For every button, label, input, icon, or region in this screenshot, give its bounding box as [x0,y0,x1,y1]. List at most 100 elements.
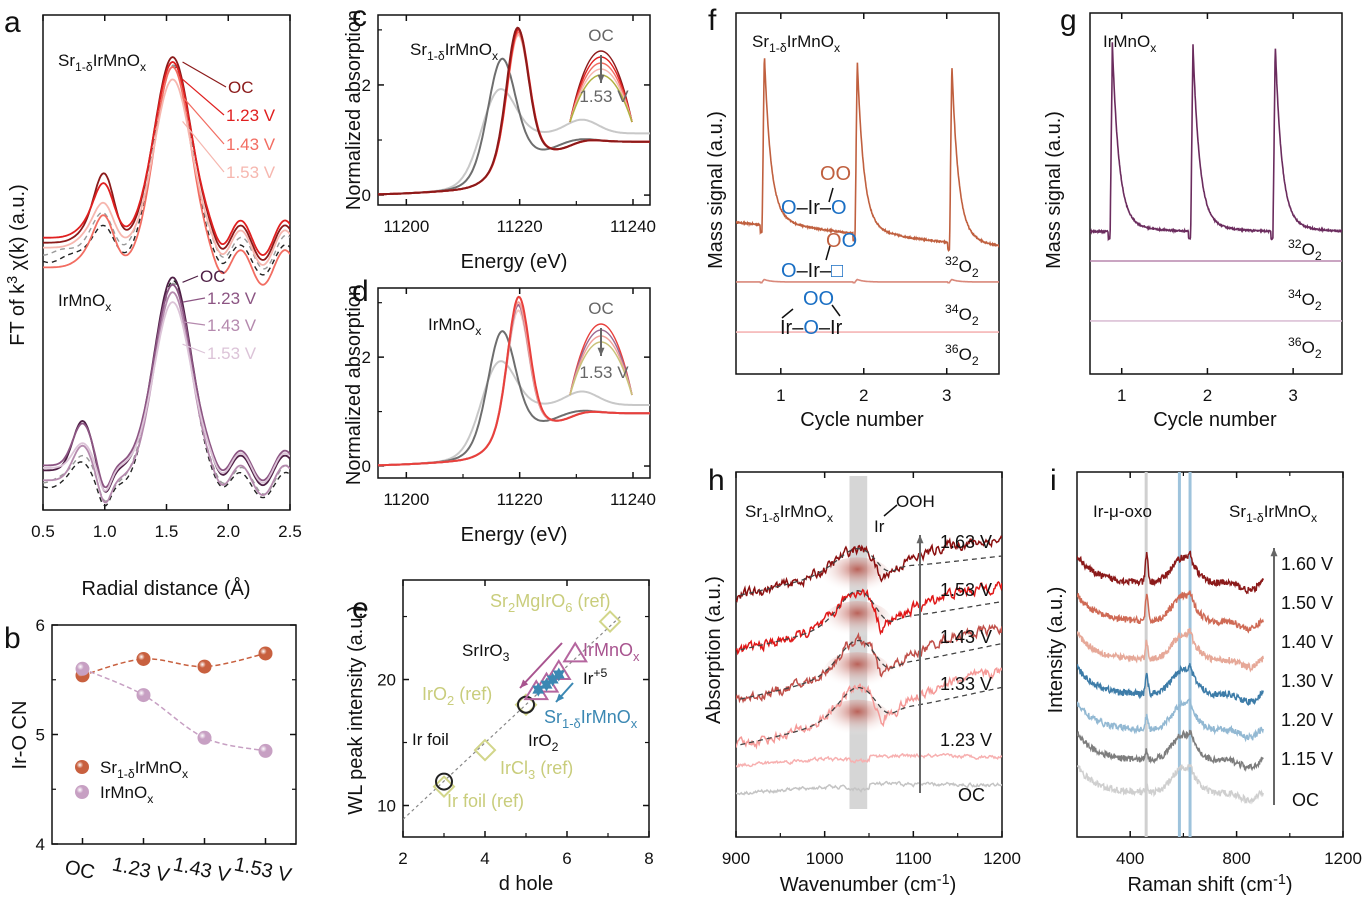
fit-line [82,652,266,677]
schematic-atom: O [803,317,819,339]
plot-area [736,58,999,333]
spectrum-line [736,623,1002,704]
text-run: IrMnO [93,51,140,70]
plot-area [378,26,650,196]
potential-arrow-head [1270,548,1278,557]
group-label: Sr1-δIrMnOx [58,51,146,74]
text-run: Sr [544,707,562,727]
plot-frame [377,287,651,479]
schematic-bond [825,245,831,261]
raman-spectrum-line [1077,590,1264,634]
annotation-label: SrIrO3 [462,641,510,664]
text-run: +5 [593,666,607,680]
series-line [43,276,290,493]
plot-area [403,610,622,820]
text-run: Sr [752,32,769,51]
x-tick-label: 900 [722,849,750,868]
schematic-atom: OO [820,163,851,185]
text-run: IrMnO [58,291,105,310]
diamond-marker [473,738,497,762]
x-tick-label: 400 [1116,849,1144,868]
series-line [43,78,290,266]
annotation-label: Sr1-δIrMnOx [544,707,638,731]
mass-signal-line [736,58,999,252]
category-label: 1.53 V [232,853,294,887]
series-label: 1.53 V [207,344,257,363]
text-run: 36 [1288,335,1302,349]
schematic-atom: Ir– [780,317,804,339]
leader-line [182,96,225,145]
x-tick-label: 11200 [383,490,429,509]
panel-letter: e [352,592,369,625]
hump-highlight [823,699,892,740]
panel-letter: c [352,0,367,33]
text-run: 1-δ [1246,511,1264,525]
text-run: IrMnO [445,40,492,59]
series-label: 1.53 V [226,163,276,182]
hump-highlight [823,652,892,693]
hump-highlight [823,557,892,598]
potential-label: 1.23 V [940,730,992,750]
fit-line [403,616,621,820]
text-run: IrMnO [1264,502,1311,521]
plot-area [736,476,1002,809]
data-point [258,646,273,661]
legend-marker [75,760,89,774]
spectrum-line [378,330,650,467]
series-label: 1.23 V [226,106,276,125]
text-run: Sr [745,502,762,521]
plot-area [1077,472,1264,837]
plot-frame [1076,471,1344,838]
x-tick-label: 1 [776,386,785,405]
text-run: 2 [1315,347,1322,361]
leader-line [182,321,206,326]
y-axis-label: Absorption (a.u.) [703,576,725,724]
text-run: x [631,716,638,731]
y-axis-label: FT of k3 χ(k) (a.u.) [5,184,29,346]
text-run: 34 [1288,287,1302,301]
potential-label: OC [958,785,985,805]
text-run: x [492,49,498,63]
x-tick-label: 3 [942,386,951,405]
schematic-atom: –Ir [819,317,843,339]
x-axis-label: Wavenumber (cm-1) [780,872,957,896]
potential-label: 1.43 V [940,627,992,647]
x-tick-label: 8 [644,849,653,868]
text-run: x [1311,511,1317,525]
text-run: SrIrO [462,641,503,660]
y-tick-label: 2 [362,76,371,95]
text-run: x [827,511,833,525]
isotope-label: 34O2 [945,302,979,328]
text-run: 2 [508,600,515,615]
annotation-label: IrMnOx [583,640,640,664]
star-marker [552,670,565,682]
plot-frame [1089,12,1343,375]
x-tick-label: 1200 [1324,849,1362,868]
y-axis-label: Intensity (a.u.) [1045,587,1067,714]
fit-line [740,590,1002,651]
data-point [136,651,151,666]
text-run: χ(k) (a.u.) [7,184,29,276]
text-run: O [1302,338,1315,357]
text-run: 3 [5,276,21,284]
raman-spectrum-line [1077,698,1264,743]
leader-line [182,121,225,173]
x-tick-label: 0.5 [31,522,55,541]
category-label: 1.43 V [171,853,233,887]
species-bond [883,504,898,517]
text-run: x [182,767,188,781]
text-run: x [147,792,153,806]
mass-signal-line [736,278,999,284]
species-adsorbate-label: OOH [896,492,935,511]
text-run: 2 [972,314,979,328]
potential-label: 1.33 V [940,674,992,694]
spectrum-line [736,535,1002,603]
text-run: -1 [937,872,950,888]
mass-signal-line [1090,42,1342,242]
panel-letter: a [4,6,21,39]
schematic-top: OO [820,163,851,185]
series-line [43,61,290,257]
series-line [43,56,290,261]
